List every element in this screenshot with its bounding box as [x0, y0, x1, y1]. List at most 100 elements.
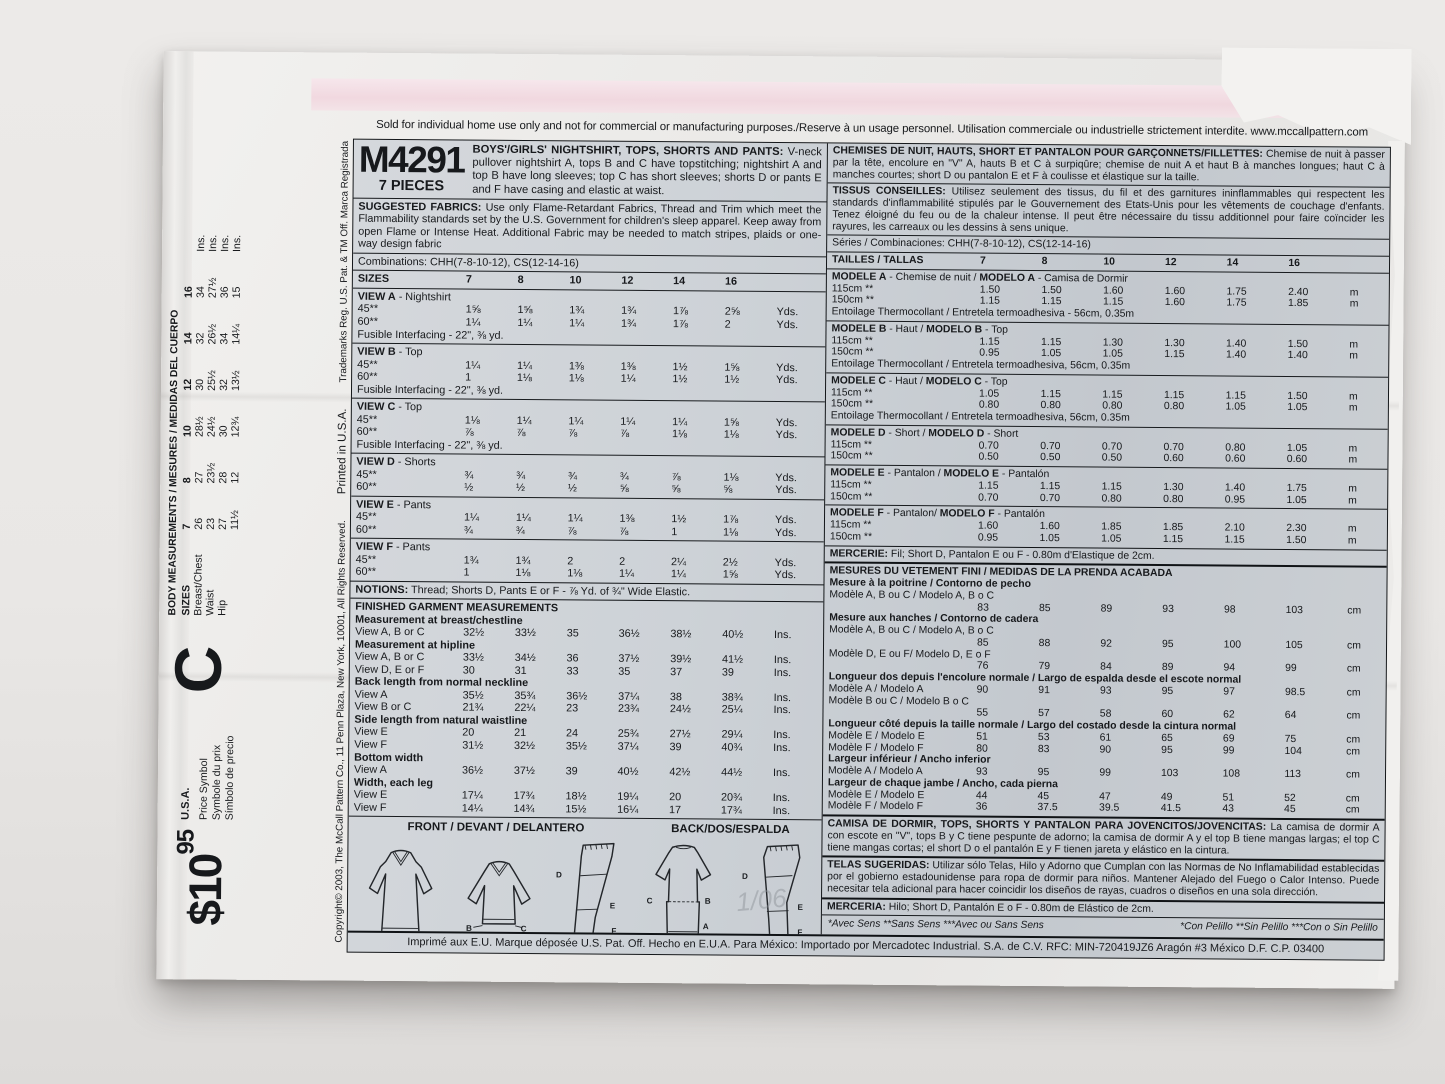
table-cell: 24 — [565, 727, 579, 740]
table-cell: cm — [1346, 687, 1361, 699]
table-cell: 2¼ — [670, 555, 687, 569]
table-cell: ⅝ — [619, 482, 629, 496]
table-cell: 1.15 — [1102, 389, 1123, 401]
label-d: D — [555, 871, 561, 880]
table-cell: 92 — [1100, 638, 1112, 650]
table-cell: 1⅛ — [516, 372, 532, 385]
table-cell: 33½ — [462, 651, 484, 665]
table-cell: 32½ — [513, 739, 536, 753]
table-cell: 35¾ — [514, 689, 536, 703]
suggested-fabrics: SUGGESTED FABRICS: Use only Flame-Retard… — [353, 197, 827, 257]
table-cell: 80 — [976, 743, 988, 755]
table-cell: 23 — [566, 702, 579, 715]
table-cell: 1⅞ — [672, 318, 688, 331]
table-cell: 89 — [1100, 603, 1113, 615]
view-section: VIEW E - Pants 45** 1¼ 1¼ 1¼ 1⅜ 1½ 1⅞ Yds. 60** ¾ ¾… — [350, 495, 825, 542]
table-cell: 1.75 — [1226, 286, 1247, 298]
table-cell: 76 — [976, 660, 989, 672]
table-cell: 49 — [1160, 791, 1173, 803]
table-cell: 1.75 — [1286, 482, 1307, 494]
table-cell: 45** — [355, 510, 377, 524]
table-cell: Yds. — [774, 526, 797, 539]
table-cell: View A, B or C — [355, 626, 425, 639]
table-cell: 35 — [618, 665, 631, 678]
table-cell: 57 — [1038, 708, 1050, 720]
table-cell: 38½ — [670, 628, 692, 641]
table-cell: 1.40 — [1225, 349, 1247, 361]
label-f-back: F — [797, 928, 802, 934]
table-cell: 27½ — [669, 728, 691, 741]
table-cell: 1.15 — [1101, 481, 1122, 493]
table-cell: 16 — [1288, 257, 1300, 270]
table-cell: 52 — [1284, 792, 1296, 804]
table-cell: cm — [1346, 640, 1361, 652]
table-cell: m — [1347, 535, 1357, 547]
table-cell: ⅞ — [620, 427, 630, 440]
table-cell: 14¾ — [513, 802, 535, 815]
table-cell: 0.80 — [1102, 400, 1123, 412]
table-cell: 60 — [1161, 709, 1174, 721]
table-cell: 0.50 — [978, 451, 999, 463]
table-cell: ¾ — [463, 524, 473, 537]
table-cell: 0.60 — [1225, 453, 1246, 465]
table-cell: 105 — [1285, 639, 1303, 651]
table-cell: 90 — [976, 684, 989, 696]
table-cell: 27½ — [206, 277, 219, 299]
sidebar-rotated: $1095 U.S.A. Price Symbol Symbole du prix… — [161, 137, 353, 952]
table-cell: 30 — [462, 664, 475, 677]
table-cell: 1⅝ — [724, 361, 740, 374]
table-cell: cm — [1346, 663, 1361, 675]
table-cell: Ins. — [773, 741, 791, 755]
table-cell: 0.80 — [978, 399, 1000, 411]
table-cell: 37½ — [618, 653, 640, 666]
table-cell: 90 — [1099, 744, 1112, 756]
table-cell: cm — [1345, 769, 1360, 781]
price-block: $1095 U.S.A. Price Symbol Symbole du prix… — [161, 735, 238, 952]
pattern-envelope-back: Sold for individual home use only and no… — [156, 51, 1401, 989]
table-cell: Ins. — [773, 654, 792, 667]
table-cell: 1.30 — [1102, 337, 1124, 349]
table-cell: 35½ — [565, 740, 587, 753]
fr-pattern-description: CHEMISES DE NUIT, HAUTS, SHORT ET PANTAL… — [828, 143, 1390, 187]
table-cell: Ins. — [772, 766, 791, 780]
label-b-back: B — [704, 897, 710, 906]
table-cell: 1½ — [724, 373, 740, 386]
table-cell: 64 — [1284, 710, 1297, 722]
table-cell: 27 — [193, 471, 206, 484]
table-cell: ¾ — [515, 524, 525, 537]
table-cell: 2 — [619, 555, 626, 568]
table-cell: 1.05 — [1286, 442, 1308, 454]
table-cell: 61 — [1099, 732, 1112, 744]
table-cell: ⅞ — [516, 427, 526, 440]
table-cell: 60** — [357, 315, 379, 328]
back-diagrams-label: BACK/DOS/ESPALDA — [671, 823, 790, 837]
table-cell: 36½ — [566, 690, 588, 703]
table-cell: cm — [1345, 804, 1360, 816]
table-cell: m — [1348, 390, 1358, 403]
table-cell: 1⅛ — [464, 414, 480, 427]
table-cell: 85 — [1038, 602, 1051, 614]
table-cell: 10 — [569, 274, 582, 287]
table-cell: 93 — [1162, 603, 1174, 615]
pants-def-front-drawing: D E F D-E-F — [555, 843, 616, 935]
table-cell: Yds. — [775, 471, 797, 484]
table-cell: Yds. — [776, 361, 798, 374]
table-cell: 0.95 — [977, 532, 999, 544]
table-cell: 43 — [1222, 803, 1235, 815]
table-cell: 23¾ — [617, 703, 640, 716]
table-cell: 1¼ — [619, 568, 635, 581]
table-cell: 53 — [1037, 731, 1050, 743]
table-cell: ¾ — [516, 469, 526, 482]
table-cell: 1 — [465, 371, 472, 384]
table-row: 60** ½ ½ ½ ⅝ ⅝ ⅝ Yds. — [356, 481, 819, 497]
table-cell: 17¼ — [461, 789, 483, 802]
table-cell: 1⅝ — [723, 416, 739, 429]
table-cell: 1.15 — [1162, 533, 1184, 545]
table-cell: 99 — [1099, 767, 1111, 779]
table-cell: 21¾ — [462, 701, 484, 715]
table-cell: 0.70 — [978, 440, 999, 452]
modele-section: MODELE C - Haut / MODELO C - Top 115cm **… — [825, 372, 1389, 429]
table-cell: 28 — [217, 471, 230, 484]
table-cell: 1.05 — [1039, 532, 1060, 544]
tissus-label: TISSUS CONSEILLES: — [832, 185, 946, 198]
